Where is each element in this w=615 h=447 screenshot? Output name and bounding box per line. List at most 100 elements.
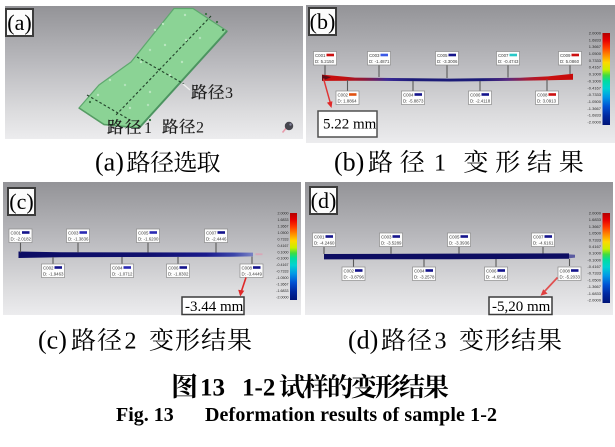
svg-text:0.1000: 0.1000	[589, 72, 602, 77]
svg-text:(a): (a)	[95, 148, 124, 177]
svg-text:-0.4167: -0.4167	[587, 85, 601, 90]
svg-text:-1.3667: -1.3667	[276, 283, 288, 287]
svg-text:C002: C002	[344, 268, 355, 273]
svg-text:C006: C006	[470, 92, 481, 97]
svg-text:(c): (c)	[38, 326, 67, 355]
svg-text:D: -3.3936: D: -3.3936	[449, 241, 470, 246]
svg-text:C005: C005	[437, 53, 448, 58]
svg-text:2.0000: 2.0000	[589, 211, 602, 216]
svg-text:C009: C009	[560, 53, 571, 58]
svg-text:-1.3667: -1.3667	[587, 284, 601, 289]
svg-text:C001: C001	[314, 234, 325, 239]
svg-text:-2.0000: -2.0000	[587, 298, 601, 303]
svg-text:0.7333: 0.7333	[278, 237, 289, 241]
svg-text:C006: C006	[486, 268, 497, 273]
svg-text:0.7333: 0.7333	[589, 58, 602, 63]
svg-text:Fig. 13: Fig. 13	[116, 404, 174, 426]
svg-text:C001: C001	[315, 53, 326, 58]
svg-text:D: -1.8302: D: -1.8302	[168, 272, 189, 277]
svg-text:D: -1.0712: D: -1.0712	[112, 272, 133, 277]
svg-text:1.3667: 1.3667	[589, 224, 602, 229]
svg-text:1.3667: 1.3667	[589, 44, 602, 49]
svg-text:-2.0000: -2.0000	[587, 120, 601, 125]
svg-text:D: -3.5289: D: -3.5289	[381, 241, 402, 246]
svg-text:C003: C003	[381, 234, 392, 239]
svg-text:1.3667: 1.3667	[278, 224, 289, 228]
svg-text:C004: C004	[414, 268, 425, 273]
svg-text:D: -3.3006: D: -3.3006	[437, 59, 458, 64]
svg-text:D: -1.3836: D: -1.3836	[68, 237, 89, 242]
svg-text:0.1000: 0.1000	[589, 251, 602, 256]
svg-text:Deformation results of sample: Deformation results of sample 1-2	[205, 404, 497, 426]
svg-text:C001: C001	[11, 230, 22, 235]
svg-text:D: -2.0182: D: -2.0182	[11, 237, 32, 242]
svg-text:C003: C003	[68, 230, 79, 235]
svg-text:C004: C004	[112, 265, 123, 270]
svg-text:(b): (b)	[310, 9, 336, 34]
svg-text:D: -2.4446: D: -2.4446	[206, 237, 227, 242]
svg-text:C007: C007	[498, 53, 509, 58]
svg-text:C007: C007	[533, 234, 544, 239]
svg-text:C008: C008	[537, 92, 548, 97]
svg-text:5.22 mm: 5.22 mm	[323, 117, 377, 133]
svg-text:-0.7333: -0.7333	[276, 270, 288, 274]
svg-text:C007: C007	[206, 230, 217, 235]
svg-text:(c): (c)	[9, 189, 33, 214]
svg-text:-2.0000: -2.0000	[276, 296, 288, 300]
svg-text:C003: C003	[369, 53, 380, 58]
svg-text:D: 3.0913: D: 3.0913	[537, 99, 557, 104]
svg-text:D: -4.2460: D: -4.2460	[314, 241, 335, 246]
svg-text:0.4167: 0.4167	[589, 65, 602, 70]
svg-text:D: -5.2033: D: -5.2033	[560, 275, 581, 280]
svg-text:C008: C008	[242, 265, 253, 270]
svg-text:-1.6833: -1.6833	[587, 113, 601, 118]
svg-text:C008: C008	[560, 268, 571, 273]
svg-text:D: 1.8864: D: 1.8864	[338, 99, 358, 104]
svg-text:(a): (a)	[7, 10, 31, 35]
svg-text:1.0500: 1.0500	[589, 231, 602, 236]
svg-text:D: -4.6161: D: -4.6161	[533, 241, 554, 246]
svg-text:1.6833: 1.6833	[589, 217, 602, 222]
svg-text:C005: C005	[449, 234, 460, 239]
svg-text:-3.44 mm: -3.44 mm	[185, 299, 244, 315]
svg-text:-1.6833: -1.6833	[587, 291, 601, 296]
svg-text:-0.1000: -0.1000	[587, 78, 601, 83]
svg-text:D: -2.4118: D: -2.4118	[470, 99, 491, 104]
svg-text:(d): (d)	[348, 326, 378, 355]
svg-text:1-2: 1-2	[242, 375, 275, 402]
svg-text:2.0000: 2.0000	[278, 212, 289, 216]
svg-text:-0.4167: -0.4167	[587, 264, 601, 269]
svg-text:C005: C005	[138, 230, 149, 235]
svg-text:-0.7333: -0.7333	[587, 271, 601, 276]
svg-text:3: 3	[225, 85, 233, 102]
svg-text:1.6833: 1.6833	[278, 218, 289, 222]
svg-text:2: 2	[125, 329, 137, 355]
svg-text:3: 3	[435, 329, 447, 355]
svg-text:-1.3667: -1.3667	[587, 106, 601, 111]
svg-text:D: -1.4871: D: -1.4871	[369, 59, 390, 64]
svg-text:-1.0500: -1.0500	[276, 276, 288, 280]
svg-text:1: 1	[434, 151, 446, 177]
svg-text:-0.1000: -0.1000	[276, 257, 288, 261]
svg-text:-0.7333: -0.7333	[587, 92, 601, 97]
svg-text:D: -3.8796: D: -3.8796	[344, 275, 365, 280]
svg-text:D: -1.9463: D: -1.9463	[43, 272, 64, 277]
svg-text:2.0000: 2.0000	[589, 31, 602, 36]
svg-text:-1.6833: -1.6833	[276, 289, 288, 293]
svg-text:D: -4.6516: D: -4.6516	[486, 275, 507, 280]
svg-text:D: -3.2578: D: -3.2578	[414, 275, 435, 280]
svg-text:1.0500: 1.0500	[278, 231, 289, 235]
svg-text:(d): (d)	[311, 188, 337, 213]
svg-text:C006: C006	[168, 265, 179, 270]
svg-text:D: -1.6200: D: -1.6200	[138, 237, 159, 242]
svg-text:(b): (b)	[334, 148, 364, 177]
svg-text:0.7333: 0.7333	[589, 237, 602, 242]
svg-text:D: -3.4449: D: -3.4449	[242, 272, 263, 277]
svg-text:0.1000: 0.1000	[278, 250, 289, 254]
svg-text:D: 5.0860: D: 5.0860	[560, 59, 580, 64]
svg-text:-1.0500: -1.0500	[587, 99, 601, 104]
svg-text:0.4167: 0.4167	[589, 244, 602, 249]
svg-text:1.6833: 1.6833	[589, 37, 602, 42]
svg-text:1: 1	[144, 120, 152, 137]
svg-text:-0.1000: -0.1000	[587, 257, 601, 262]
